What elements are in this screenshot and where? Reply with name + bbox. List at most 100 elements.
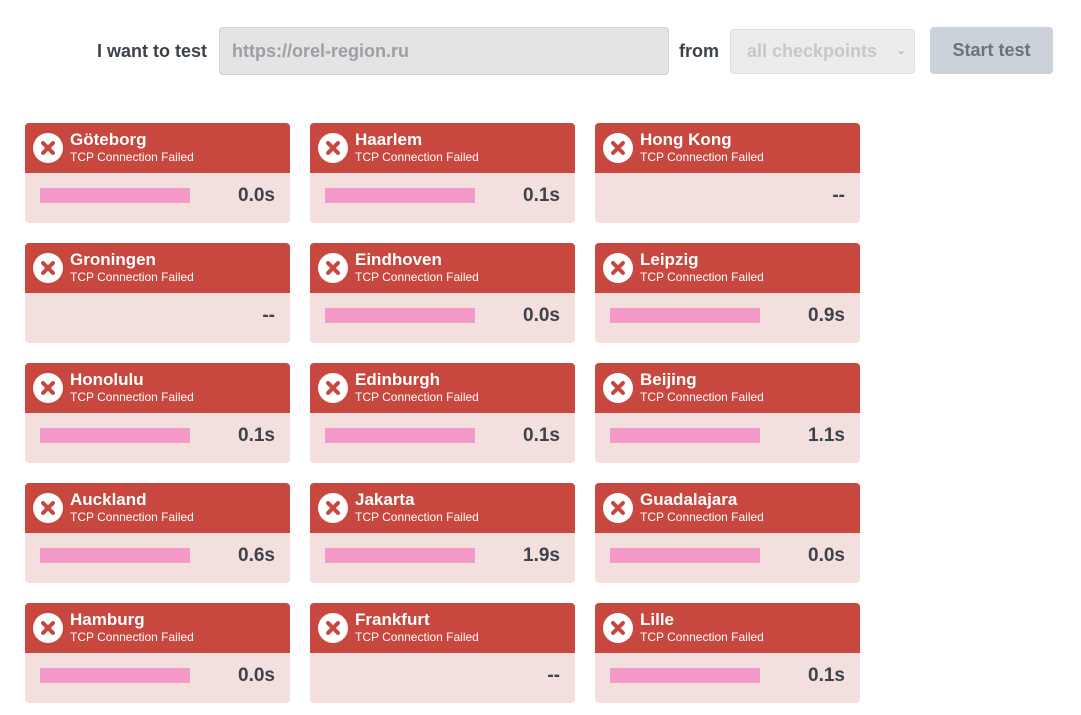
card-body: 0.0s <box>595 533 860 583</box>
timing-bar <box>610 668 760 683</box>
city-name: Auckland <box>70 490 147 509</box>
result-card: Edinburgh TCP Connection Failed 0.1s <box>310 363 575 463</box>
response-time: 0.1s <box>238 425 275 446</box>
result-card: Guadalajara TCP Connection Failed 0.0s <box>595 483 860 583</box>
result-card: Haarlem TCP Connection Failed 0.1s <box>310 123 575 223</box>
url-input[interactable] <box>219 27 669 75</box>
result-card: Groningen TCP Connection Failed -- <box>25 243 290 343</box>
card-header: Göteborg TCP Connection Failed <box>25 123 290 173</box>
result-card: Leipzig TCP Connection Failed 0.9s <box>595 243 860 343</box>
card-header: Eindhoven TCP Connection Failed <box>310 243 575 293</box>
card-body: -- <box>25 293 290 343</box>
response-time: 0.1s <box>808 665 845 686</box>
error-x-icon <box>603 253 633 283</box>
card-header: Guadalajara TCP Connection Failed <box>595 483 860 533</box>
result-card: Göteborg TCP Connection Failed 0.0s <box>25 123 290 223</box>
result-card: Eindhoven TCP Connection Failed 0.0s <box>310 243 575 343</box>
card-header: Frankfurt TCP Connection Failed <box>310 603 575 653</box>
status-text: TCP Connection Failed <box>640 270 764 284</box>
card-header: Hong Kong TCP Connection Failed <box>595 123 860 173</box>
card-body: 0.0s <box>310 293 575 343</box>
timing-bar <box>325 308 475 323</box>
card-header: Groningen TCP Connection Failed <box>25 243 290 293</box>
test-toolbar: I want to test from all checkpoints ⌄ St… <box>0 27 1081 75</box>
result-card: Beijing TCP Connection Failed 1.1s <box>595 363 860 463</box>
result-card: Honolulu TCP Connection Failed 0.1s <box>25 363 290 463</box>
card-header: Leipzig TCP Connection Failed <box>595 243 860 293</box>
card-header: Honolulu TCP Connection Failed <box>25 363 290 413</box>
start-test-button[interactable]: Start test <box>930 27 1053 74</box>
city-name: Beijing <box>640 370 697 389</box>
timing-bar <box>325 188 475 203</box>
city-name: Edinburgh <box>355 370 440 389</box>
error-x-icon <box>33 133 63 163</box>
card-body: 0.0s <box>25 173 290 223</box>
city-name: Leipzig <box>640 250 699 269</box>
card-body: 1.1s <box>595 413 860 463</box>
from-label: from <box>679 41 719 61</box>
status-text: TCP Connection Failed <box>70 390 194 404</box>
response-time: -- <box>547 665 560 686</box>
result-card: Hamburg TCP Connection Failed 0.0s <box>25 603 290 703</box>
status-text: TCP Connection Failed <box>70 270 194 284</box>
timing-bar <box>40 188 190 203</box>
timing-bar <box>325 548 475 563</box>
checkpoint-select-value: all checkpoints <box>747 41 878 61</box>
status-text: TCP Connection Failed <box>640 510 764 524</box>
status-text: TCP Connection Failed <box>640 390 764 404</box>
response-time: 0.1s <box>523 185 560 206</box>
card-header: Hamburg TCP Connection Failed <box>25 603 290 653</box>
error-x-icon <box>318 613 348 643</box>
card-body: 0.1s <box>595 653 860 703</box>
card-body: 0.1s <box>310 173 575 223</box>
result-card: Frankfurt TCP Connection Failed -- <box>310 603 575 703</box>
card-header: Haarlem TCP Connection Failed <box>310 123 575 173</box>
status-text: TCP Connection Failed <box>355 390 479 404</box>
error-x-icon <box>318 493 348 523</box>
card-header: Edinburgh TCP Connection Failed <box>310 363 575 413</box>
error-x-icon <box>33 253 63 283</box>
error-x-icon <box>318 133 348 163</box>
response-time: 0.1s <box>523 425 560 446</box>
error-x-icon <box>603 613 633 643</box>
card-body: -- <box>595 173 860 223</box>
city-name: Jakarta <box>355 490 415 509</box>
status-text: TCP Connection Failed <box>640 630 764 644</box>
result-card: Auckland TCP Connection Failed 0.6s <box>25 483 290 583</box>
error-x-icon <box>603 373 633 403</box>
error-x-icon <box>33 373 63 403</box>
response-time: 0.0s <box>238 185 275 206</box>
city-name: Göteborg <box>70 130 147 149</box>
response-time: 0.9s <box>808 305 845 326</box>
error-x-icon <box>318 253 348 283</box>
card-body: 1.9s <box>310 533 575 583</box>
timing-bar <box>610 308 760 323</box>
response-time: 0.0s <box>523 305 560 326</box>
timing-bar <box>40 548 190 563</box>
response-time: 0.6s <box>238 545 275 566</box>
city-name: Haarlem <box>355 130 423 149</box>
card-body: 0.9s <box>595 293 860 343</box>
city-name: Hamburg <box>70 610 145 629</box>
card-header: Auckland TCP Connection Failed <box>25 483 290 533</box>
response-time: -- <box>262 305 275 326</box>
error-x-icon <box>603 133 633 163</box>
status-text: TCP Connection Failed <box>355 150 479 164</box>
city-name: Guadalajara <box>640 490 738 509</box>
card-body: 0.1s <box>25 413 290 463</box>
card-header: Beijing TCP Connection Failed <box>595 363 860 413</box>
card-body: 0.0s <box>25 653 290 703</box>
response-time: 1.9s <box>523 545 560 566</box>
city-name: Lille <box>640 610 675 629</box>
city-name: Eindhoven <box>355 250 442 269</box>
checkpoint-select[interactable]: all checkpoints ⌄ <box>730 29 915 74</box>
city-name: Honolulu <box>70 370 144 389</box>
card-body: -- <box>310 653 575 703</box>
error-x-icon <box>318 373 348 403</box>
status-text: TCP Connection Failed <box>70 150 194 164</box>
timing-bar <box>40 668 190 683</box>
error-x-icon <box>33 613 63 643</box>
timing-bar <box>610 548 760 563</box>
status-text: TCP Connection Failed <box>70 510 194 524</box>
response-time: 1.1s <box>808 425 845 446</box>
